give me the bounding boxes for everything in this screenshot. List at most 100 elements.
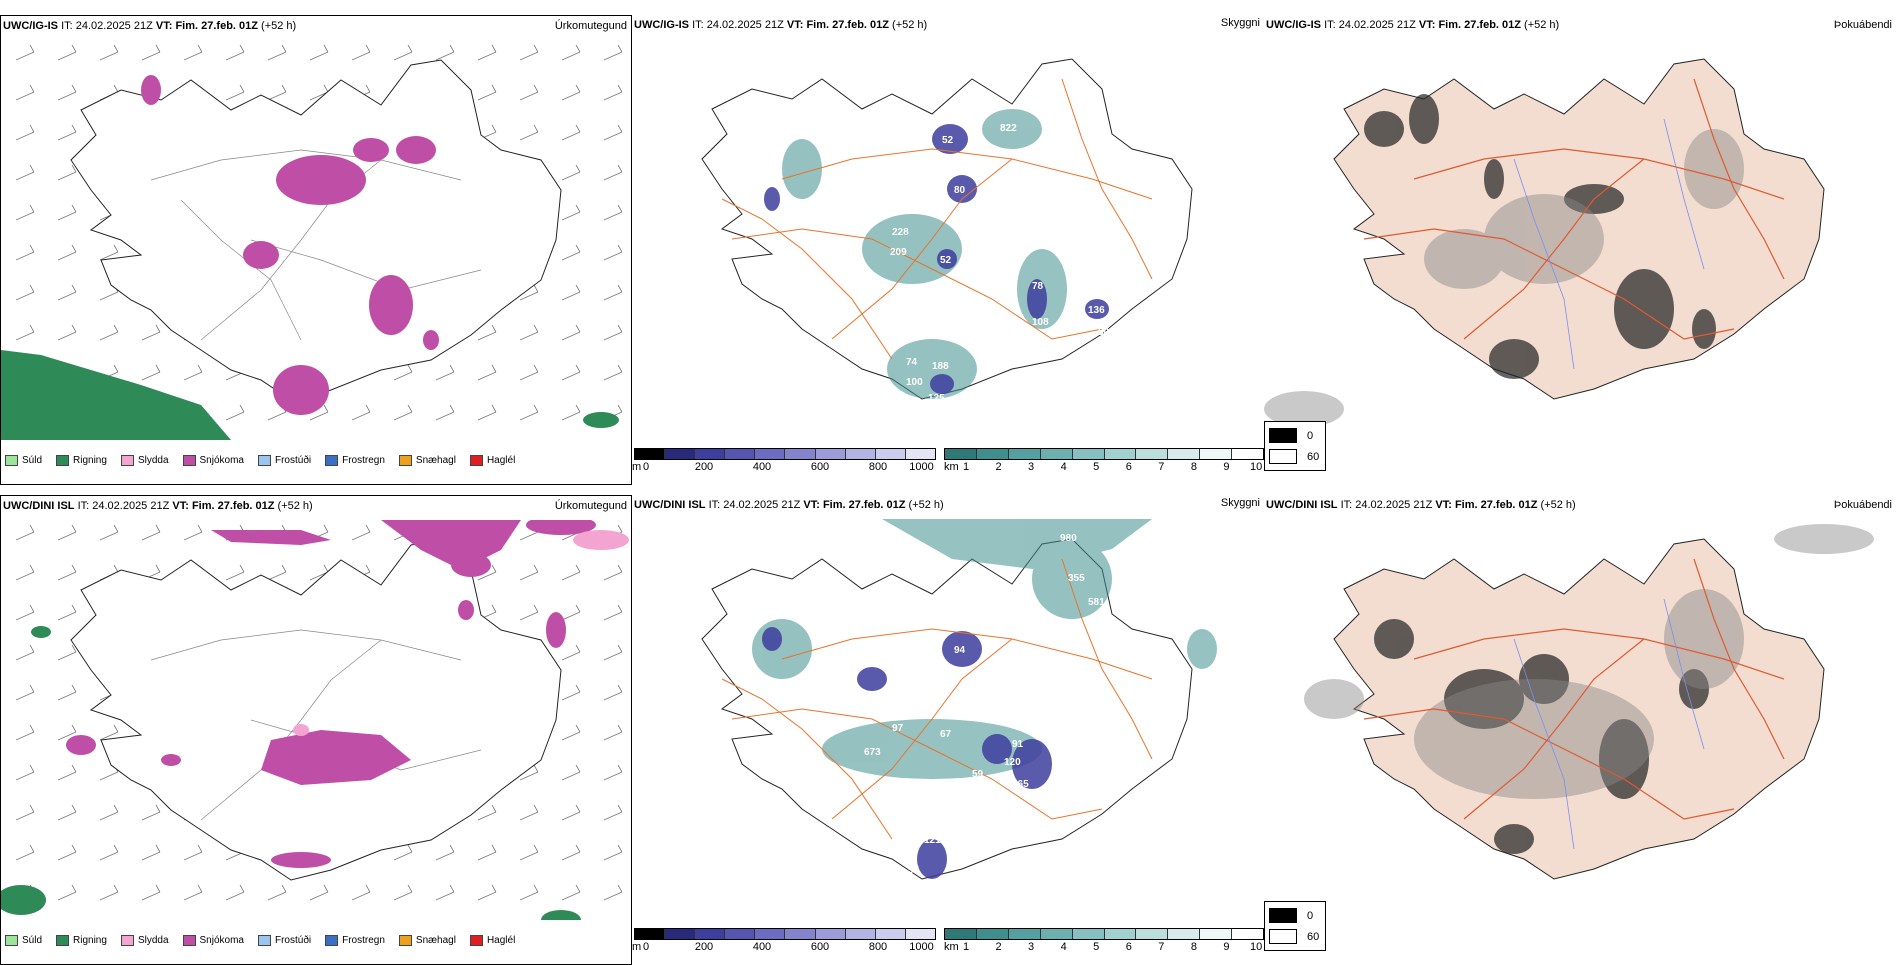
vis-label: 980 <box>1060 533 1077 544</box>
wind-barb <box>519 844 539 861</box>
wind-barb <box>183 44 203 61</box>
wind-barb <box>519 84 539 101</box>
fog-gray-areas <box>1264 129 1744 427</box>
fog-areas <box>1364 94 1716 379</box>
wind-barb <box>141 524 161 541</box>
fog-map[interactable] <box>1264 39 1896 439</box>
legend-snaehagl: Snæhagl <box>398 934 456 946</box>
wind-barb <box>99 844 119 861</box>
wind-barb <box>519 564 539 581</box>
wind-barb <box>561 844 581 861</box>
panel-title: Skyggni <box>1220 17 1260 29</box>
legend-snaehagl: Snæhagl <box>398 454 456 466</box>
wind-barb <box>393 404 413 421</box>
tick: 6 <box>1125 941 1132 953</box>
tick: 5 <box>1093 941 1100 953</box>
tick: 0 <box>642 461 650 473</box>
wind-barb <box>477 844 497 861</box>
vis-label: 59 <box>972 769 984 780</box>
wind-barb <box>435 404 455 421</box>
visibility-map[interactable]: 980 243 355 581 94 102 97 67 673 91 120 … <box>632 519 1264 919</box>
iceland-coastline <box>70 539 562 881</box>
panel-header: UWC/DINI ISL IT: 24.02.2025 21Z VT: Fim.… <box>634 499 944 511</box>
wind-barb <box>393 364 413 381</box>
wind-barb <box>15 644 35 661</box>
vis-label: 80 <box>954 185 966 196</box>
panel-fog-igis: UWC/IG-IS IT: 24.02.2025 21Z VT: Fim. 27… <box>1264 15 1896 485</box>
panel-title: Úrkomutegund <box>554 20 627 32</box>
wind-barb <box>603 244 623 261</box>
wind-barb <box>15 604 35 621</box>
wind-barb <box>519 764 539 781</box>
wind-barb <box>477 44 497 61</box>
wind-barb <box>435 884 455 901</box>
vis-label: 208 <box>654 389 671 400</box>
fog-areas <box>1374 619 1709 854</box>
vis-label: 673 <box>864 747 881 758</box>
wind-barb <box>519 884 539 901</box>
precip-map[interactable] <box>1 520 632 920</box>
precip-legend: Súld Rigning Slydda Snjókoma Frostúði Fr… <box>5 452 515 468</box>
wind-barb <box>393 44 413 61</box>
wind-barb <box>393 844 413 861</box>
sleet-areas <box>293 530 629 736</box>
wind-barb <box>99 884 119 901</box>
wind-barb <box>183 364 203 381</box>
wind-barb <box>57 204 77 221</box>
wind-barb <box>477 84 497 101</box>
wind-barb <box>15 724 35 741</box>
tick: 8 <box>1190 461 1197 473</box>
precip-legend: Súld Rigning Slydda Snjókoma Frostúði Fr… <box>5 932 515 948</box>
panel-precip-type-dini: UWC/DINI ISL IT: 24.02.2025 21Z VT: Fim.… <box>0 495 632 965</box>
wind-barb <box>57 84 77 101</box>
precip-map[interactable] <box>1 40 632 440</box>
wind-barb <box>603 204 623 221</box>
tick: 8 <box>1190 941 1197 953</box>
wind-barb <box>561 44 581 61</box>
legend-suld: Súld <box>5 454 42 466</box>
wind-barb <box>351 404 371 421</box>
iceland-land <box>1333 538 1825 880</box>
tick: 3 <box>1028 461 1035 473</box>
vis-label: 355 <box>1068 573 1085 584</box>
wind-barb <box>603 164 623 181</box>
road-network <box>1363 558 1785 820</box>
cloudbase-unit: m <box>632 941 642 953</box>
wind-barb <box>351 44 371 61</box>
wind-barb <box>561 604 581 621</box>
wind-barb <box>519 404 539 421</box>
wind-barb <box>57 164 77 181</box>
iceland-coastline <box>70 59 562 401</box>
wind-barb <box>57 524 77 541</box>
wind-barb <box>57 324 77 341</box>
wind-barb <box>267 44 287 61</box>
wind-barb <box>561 84 581 101</box>
wind-barb <box>57 724 77 741</box>
visibility-map[interactable]: 822 52 80 72 228 209 52 78 108 136 50 74… <box>632 39 1264 439</box>
legend-rigning: Rigning <box>56 454 107 466</box>
tick: 10 <box>1249 461 1263 473</box>
wind-barb <box>99 324 119 341</box>
fog-map[interactable] <box>1264 519 1896 919</box>
cloudbase-areas <box>762 627 1052 879</box>
panel-header: UWC/IG-IS IT: 24.02.2025 21Z VT: Fim. 27… <box>1266 19 1560 31</box>
wind-barb <box>141 844 161 861</box>
vis-label: 120 <box>1004 757 1021 768</box>
panel-title: Úrkomutegund <box>554 500 627 512</box>
wind-barb <box>15 764 35 781</box>
vis-label: 136 <box>1088 305 1105 316</box>
cloudbase-colorbar <box>634 448 936 460</box>
wind-barb <box>141 44 161 61</box>
tick: 3 <box>1028 941 1035 953</box>
wind-barb <box>57 804 77 821</box>
wind-barb <box>15 804 35 821</box>
cloudbase-colorbar <box>634 928 936 940</box>
panel-header: UWC/DINI ISL IT: 24.02.2025 21Z VT: Fim.… <box>1266 499 1576 511</box>
vis-label: 52 <box>940 255 952 266</box>
wind-barb <box>603 804 623 821</box>
visibility-colorbar <box>944 928 1264 940</box>
wind-barb <box>225 564 245 581</box>
fog-gray-areas <box>1304 524 1874 799</box>
wind-barb <box>15 84 35 101</box>
panel-visibility-igis: UWC/IG-IS IT: 24.02.2025 21Z VT: Fim. 27… <box>632 15 1264 485</box>
